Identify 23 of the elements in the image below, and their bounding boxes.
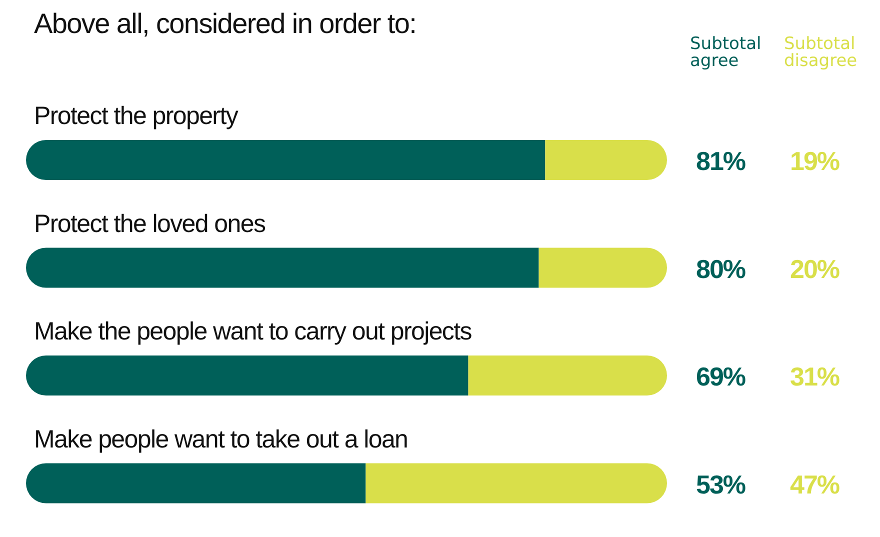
bar: [26, 356, 468, 396]
bar: [468, 356, 667, 396]
data-label: 47%: [790, 469, 840, 500]
y-tick-label: Make people want to take out a loan: [34, 425, 408, 454]
data-label: 31%: [790, 362, 840, 392]
y-tick-label: Protect the loved ones: [34, 210, 266, 238]
bar: [545, 140, 667, 180]
bar: [366, 463, 667, 504]
y-tick-label: Protect the property: [34, 102, 239, 130]
text: Subtotal agree: [690, 34, 762, 71]
data-label: 81%: [696, 146, 746, 176]
data-label: 19%: [790, 146, 840, 176]
chart-title: Above all, considered in order to:: [34, 8, 416, 40]
bar: [26, 463, 366, 504]
data-label: 80%: [696, 254, 746, 284]
data-label: 53%: [696, 469, 746, 500]
bar: [538, 248, 667, 288]
y-tick-label: Make the people want to carry out projects: [34, 318, 472, 346]
bar: [26, 248, 539, 288]
bar: [26, 140, 546, 180]
data-label: 69%: [696, 362, 746, 392]
data-label: 20%: [790, 254, 840, 284]
text: Subtotal disagree: [784, 34, 858, 71]
